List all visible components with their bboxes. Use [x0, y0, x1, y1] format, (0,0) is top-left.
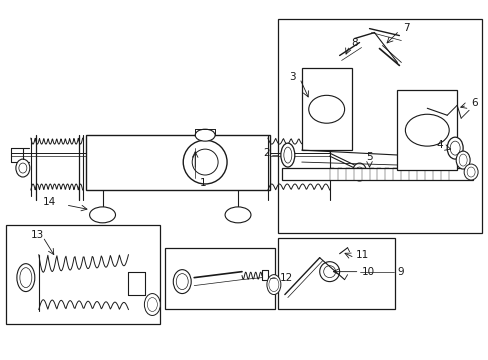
Ellipse shape — [355, 167, 363, 177]
Ellipse shape — [280, 143, 294, 167]
Ellipse shape — [458, 154, 466, 166]
Bar — [85, 135, 269, 190]
Text: 5: 5 — [366, 152, 372, 162]
Text: 14: 14 — [42, 197, 56, 207]
Bar — [301, 68, 351, 150]
Ellipse shape — [16, 159, 30, 177]
Ellipse shape — [447, 137, 462, 159]
Bar — [6, 225, 160, 324]
Text: 13: 13 — [31, 230, 44, 240]
Ellipse shape — [173, 270, 191, 293]
Ellipse shape — [323, 266, 335, 278]
Ellipse shape — [17, 264, 35, 292]
Ellipse shape — [192, 149, 218, 175]
Ellipse shape — [183, 140, 226, 184]
Ellipse shape — [224, 207, 250, 223]
Text: 9: 9 — [397, 267, 403, 276]
Ellipse shape — [89, 207, 115, 223]
Text: 6: 6 — [470, 98, 477, 108]
Ellipse shape — [268, 278, 278, 292]
Text: 12: 12 — [279, 273, 292, 283]
Ellipse shape — [308, 95, 344, 123]
Ellipse shape — [266, 275, 280, 294]
Text: 11: 11 — [355, 250, 368, 260]
Ellipse shape — [466, 167, 474, 177]
Text: 1: 1 — [200, 178, 206, 188]
Ellipse shape — [455, 151, 469, 169]
Bar — [397, 90, 456, 170]
Ellipse shape — [405, 114, 448, 146]
Text: 7: 7 — [403, 23, 409, 33]
Ellipse shape — [20, 268, 32, 288]
Bar — [277, 238, 395, 310]
Ellipse shape — [176, 274, 188, 289]
Ellipse shape — [19, 163, 27, 173]
Text: 8: 8 — [351, 37, 358, 48]
Ellipse shape — [147, 298, 157, 311]
Ellipse shape — [144, 293, 160, 315]
Ellipse shape — [283, 147, 291, 163]
Bar — [281, 168, 472, 180]
Ellipse shape — [319, 262, 339, 282]
Ellipse shape — [352, 163, 366, 181]
Text: 3: 3 — [288, 72, 295, 82]
Ellipse shape — [449, 141, 459, 155]
Text: 10: 10 — [361, 267, 374, 276]
Bar — [165, 248, 274, 310]
Ellipse shape — [195, 129, 215, 141]
Text: 2: 2 — [263, 148, 269, 158]
Ellipse shape — [463, 164, 477, 180]
Bar — [277, 19, 481, 233]
Text: 4: 4 — [436, 140, 442, 150]
